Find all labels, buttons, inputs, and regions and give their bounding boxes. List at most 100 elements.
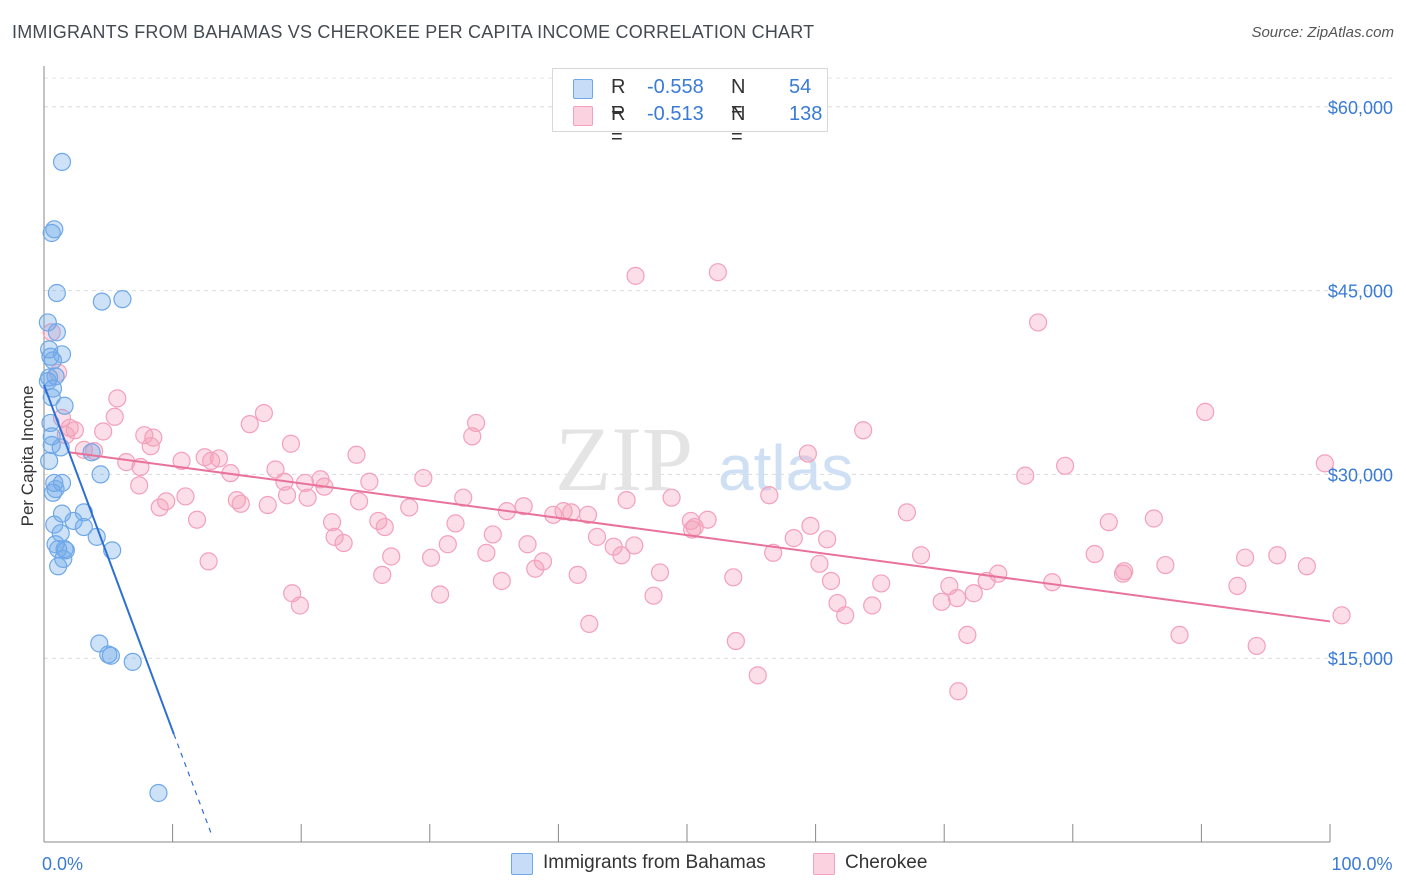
cherokee-point (1268, 546, 1287, 565)
bahamas-point (149, 783, 168, 803)
cherokee-point (617, 491, 636, 510)
cherokee-point (483, 525, 502, 544)
bahamas-point (43, 483, 63, 502)
cherokee-point (798, 444, 817, 463)
cherokee-point (587, 527, 607, 546)
cherokee-point (748, 666, 767, 685)
cherokee-point (514, 497, 533, 516)
cherokee-point (172, 451, 191, 471)
bahamas-point (82, 443, 101, 462)
cherokee-point (836, 606, 855, 625)
trend-lines (43, 384, 1331, 834)
cherokee-point (518, 535, 537, 554)
legend-r-value: -0.513 (647, 103, 704, 125)
cherokee-point (958, 625, 977, 645)
cherokee-point (897, 503, 917, 522)
cherokee-point (854, 421, 873, 440)
cherokee-point (298, 488, 317, 507)
cherokee-point (1016, 466, 1035, 485)
cherokee-point (466, 413, 486, 433)
cherokee-point (1156, 555, 1175, 575)
cherokee-point (141, 437, 160, 456)
cherokee-point (625, 536, 644, 555)
bahamas-point (101, 646, 120, 665)
cherokee-point (1228, 576, 1247, 595)
cherokee-point (108, 389, 127, 408)
y-tick-label: $15,000 (1328, 649, 1393, 669)
y-tick-label: $60,000 (1328, 98, 1393, 118)
cherokee-point (477, 543, 496, 562)
bahamas-point (52, 345, 72, 364)
cherokee-point (580, 614, 599, 633)
series-label-bahamas: Immigrants from Bahamas (543, 852, 766, 873)
bahamas-trend-line (43, 384, 175, 735)
cherokee-point (176, 487, 195, 506)
cherokee-point (872, 574, 891, 593)
legend-swatch-blue (573, 79, 593, 99)
bahamas-point (45, 473, 64, 493)
cherokee-point (334, 533, 353, 553)
cherokee-point (347, 445, 366, 464)
cherokee-point (1028, 313, 1048, 332)
cherokee-point (683, 520, 702, 539)
bahamas-point (42, 223, 61, 243)
cherokee-point (231, 494, 250, 513)
bahamas-point (55, 396, 74, 415)
cherokee-point (932, 592, 951, 611)
bahamas-point (40, 451, 59, 471)
cherokee-point (1247, 636, 1266, 656)
cherokee-point (1332, 606, 1351, 625)
cherokee-point (726, 631, 745, 651)
cherokee-point (254, 404, 274, 423)
cherokee-point (964, 584, 983, 603)
cherokee-point (421, 548, 441, 567)
cherokee-point (863, 596, 882, 615)
series-swatch-pink (813, 853, 835, 875)
tick-labels: $15,000 $30,000 $45,000 $60,000 0.0% 100.0% (42, 98, 1393, 874)
cherokee-points (42, 263, 1351, 701)
legend-n-value: 54 (789, 76, 812, 98)
bahamas-point (55, 540, 74, 559)
bahamas-trend-extension (173, 733, 212, 834)
cherokee-point (650, 563, 670, 582)
cherokee-point (612, 546, 631, 565)
cherokee-point (130, 476, 149, 495)
cherokee-point (117, 453, 136, 472)
cherokee-point (281, 434, 301, 453)
y-axis-label: Per Capita Income (18, 386, 37, 527)
cherokee-point (446, 514, 465, 533)
bahamas-point (49, 557, 68, 576)
cherokee-point (1099, 513, 1118, 532)
cherokee-point (349, 492, 369, 511)
cherokee-point (821, 571, 841, 591)
cherokee-point (454, 488, 473, 507)
cherokee-point (430, 585, 450, 604)
bahamas-point (74, 517, 93, 537)
cherokee-point (322, 513, 342, 532)
cherokee-point (764, 543, 783, 562)
legend-n-label: N = (731, 76, 746, 121)
cherokee-point (375, 517, 394, 537)
cherokee-point (810, 554, 829, 573)
cherokee-point (568, 565, 587, 584)
cherokee-point (187, 510, 207, 529)
cherokee-point (947, 589, 967, 608)
cherokee-point (382, 547, 401, 566)
cherokee-point (94, 422, 113, 441)
series-swatch-blue (511, 853, 533, 875)
cherokee-point (1196, 402, 1215, 421)
legend-r-value: -0.558 (647, 76, 704, 98)
cherokee-point (1085, 544, 1104, 564)
bahamas-point (113, 290, 132, 309)
chart-title: IMMIGRANTS FROM BAHAMAS VS CHEROKEE PER … (12, 22, 815, 42)
cherokee-point (360, 472, 379, 491)
cherokee-point (1115, 562, 1134, 581)
cherokee-point (554, 502, 573, 521)
cherokee-point (105, 407, 124, 426)
legend-r-label: R = (611, 103, 626, 148)
cherokee-point (760, 486, 779, 505)
cherokee-point (911, 546, 931, 565)
grid-lines (44, 77, 1394, 659)
watermark-atlas: atlas (718, 432, 853, 504)
cherokee-point (724, 568, 743, 587)
